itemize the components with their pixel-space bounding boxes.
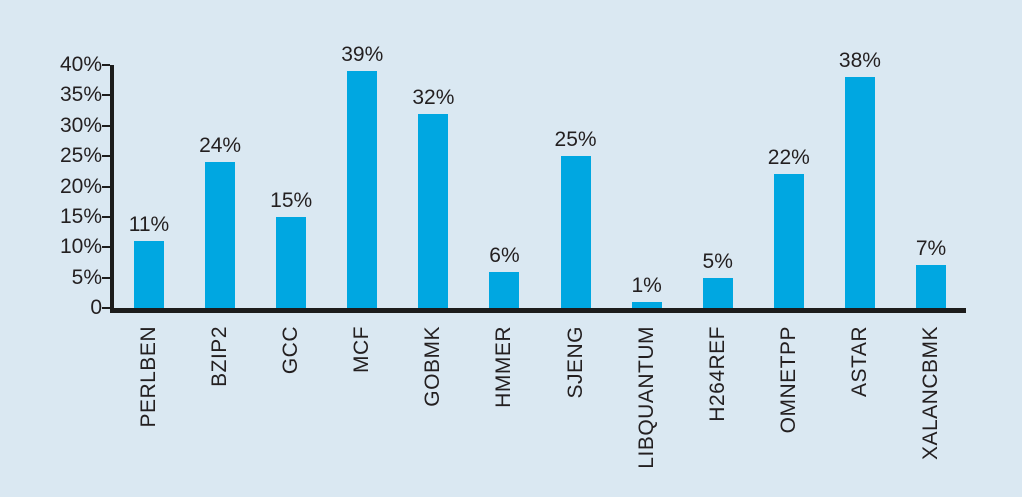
bar-value-label: 1%	[631, 274, 662, 297]
y-axis-tick-label: 0	[90, 296, 102, 319]
bar-gcc	[276, 217, 307, 308]
y-axis-tick-mark	[102, 64, 110, 66]
bar-value-label: 39%	[341, 43, 384, 66]
x-axis-category-label: BZIP2	[208, 326, 232, 387]
x-axis-category-label: GCC	[279, 326, 303, 375]
y-axis-tick-label: 5%	[71, 265, 102, 289]
bar-perlben	[134, 241, 164, 308]
y-axis-labels: 40% 35% 30% 25% 20% 15% 10% 5% 0	[0, 53, 102, 319]
x-axis-category-label: OMNETPP	[776, 326, 800, 434]
y-axis-tick-label: 15%	[59, 204, 102, 228]
y-axis-tick-mark	[102, 246, 110, 249]
plot-area: 11% 24% 15% 39% 32% 6% 25% 1% 5% 22% 38% 7%	[102, 44, 966, 313]
bar-h264ref	[702, 278, 733, 308]
x-axis-category-label: HMMER	[492, 326, 516, 408]
bar-omnetpp	[773, 174, 804, 308]
y-axis-tick-mark	[102, 307, 110, 309]
bar-value-label: 6%	[489, 244, 520, 267]
bar-sjeng	[560, 156, 591, 308]
y-axis-tick-label: 20%	[59, 174, 102, 198]
y-axis-tick-mark	[102, 185, 110, 188]
bar-value-label: 22%	[767, 146, 810, 169]
x-axis-category-label: PERLBEN	[137, 326, 160, 428]
bar-value-label: 5%	[702, 250, 733, 273]
bar-bzip2	[205, 162, 236, 308]
y-axis-tick-mark	[102, 155, 110, 158]
bar-xalancbmk	[916, 265, 946, 308]
y-axis-tick-label: 30%	[59, 113, 102, 137]
bar-value-label: 25%	[554, 128, 597, 151]
x-axis-category-label: XALANCBMK	[919, 326, 942, 461]
x-axis-category-label: LIBQUANTUM	[634, 326, 658, 469]
x-axis-category-label: GOBMK	[421, 326, 445, 407]
bar-value-label: 38%	[838, 49, 881, 72]
bar-value-label: 7%	[915, 237, 947, 260]
y-axis-tick-label: 40%	[59, 53, 102, 76]
x-axis-category-label: H264REF	[705, 326, 729, 422]
bar-value-label: 24%	[199, 134, 242, 157]
y-axis-tick-label: 10%	[59, 235, 102, 259]
bar-gobmk	[418, 114, 449, 308]
x-axis-category-label: MCF	[350, 326, 374, 373]
x-axis-category-label: SJENG	[563, 326, 587, 399]
y-axis-tick-label: 35%	[59, 83, 102, 107]
bar-value-label: 32%	[412, 86, 455, 109]
bar-libquantum	[631, 302, 662, 308]
bar-value-label: 11%	[128, 213, 170, 236]
y-axis-tick-label: 25%	[59, 144, 102, 168]
bar-value-label: 15%	[270, 189, 313, 212]
x-axis-labels: PERLBEN BZIP2 GCC MCF GOBMK HMMER SJENG LIBQUAN…	[114, 326, 966, 491]
bar-hmmer	[489, 272, 520, 308]
bar-mcf	[347, 71, 378, 308]
bar-astar	[844, 77, 875, 308]
y-axis-tick-mark	[102, 94, 110, 97]
y-axis-tick-mark	[102, 215, 110, 218]
x-axis-category-label: ASTAR	[847, 326, 871, 397]
y-axis-tick-mark	[102, 124, 110, 127]
y-axis-tick-mark	[102, 276, 110, 279]
